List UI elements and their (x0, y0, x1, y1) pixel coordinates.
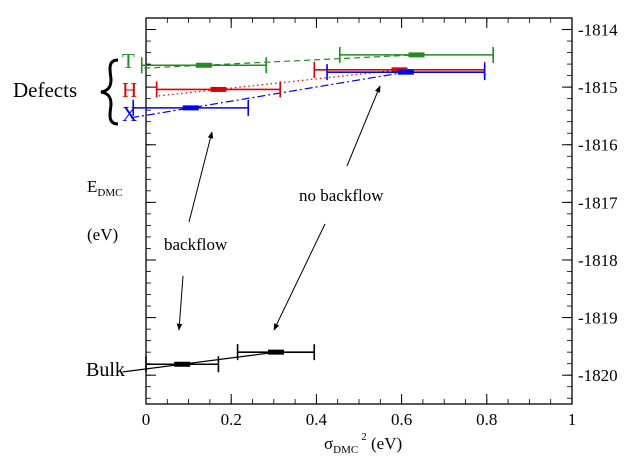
backflow-arrow-down (176, 275, 184, 331)
backflow-annotation: backflow (164, 235, 228, 254)
y-axis-title: EDMC (87, 177, 122, 199)
x-tick-label: 0.4 (306, 410, 328, 429)
series-label-T: T (122, 49, 135, 73)
data-point-t (408, 52, 425, 58)
no-backflow-arrow-up (346, 85, 381, 167)
series-line-bulk (122, 351, 277, 373)
y-axis-unit: (eV) (87, 225, 118, 244)
data-point-t (195, 62, 212, 68)
x-tick-label: 0.6 (391, 410, 412, 429)
y-tick-label: -1814 (578, 21, 618, 40)
error-bars (132, 46, 494, 373)
data-point-h (210, 86, 227, 92)
series-line-t (144, 54, 417, 69)
data-point-x (397, 69, 414, 75)
series-label-H: H (122, 78, 137, 102)
y-tick-label: -1817 (578, 193, 618, 212)
series-line-h (158, 69, 400, 97)
data-point-bulk (267, 349, 284, 355)
backflow-arrow-up (188, 131, 214, 223)
x-axis-title: σDMC2 (eV) (324, 431, 402, 456)
defects-brace (100, 58, 119, 126)
no-backflow-annotation: no backflow (299, 186, 384, 205)
axis-ticks: 0 0.2 0.4 0.6 0.8 1 -1820 -1819 -1818 -1817 -1816 -… (142, 18, 618, 429)
defects-label: Defects (13, 78, 77, 102)
x-tick-label: 0.8 (476, 410, 497, 429)
x-tick-label: 1 (568, 410, 577, 429)
y-tick-label: -1819 (578, 309, 618, 328)
x-tick-label: 0.2 (221, 410, 242, 429)
bulk-label: Bulk (86, 359, 125, 381)
plot-frame (145, 17, 573, 405)
no-backflow-arrow-down (273, 223, 326, 331)
series-label-X: X (122, 102, 137, 126)
y-tick-label: -1816 (578, 136, 618, 155)
data-point-bulk (174, 361, 191, 367)
series-line-x (130, 71, 406, 119)
x-tick-label: 0 (142, 410, 151, 429)
series-lines (122, 54, 417, 373)
y-tick-label: -1815 (578, 78, 618, 97)
data-point-x (182, 105, 199, 111)
y-tick-label: -1820 (578, 366, 618, 385)
y-tick-label: -1818 (578, 251, 618, 270)
